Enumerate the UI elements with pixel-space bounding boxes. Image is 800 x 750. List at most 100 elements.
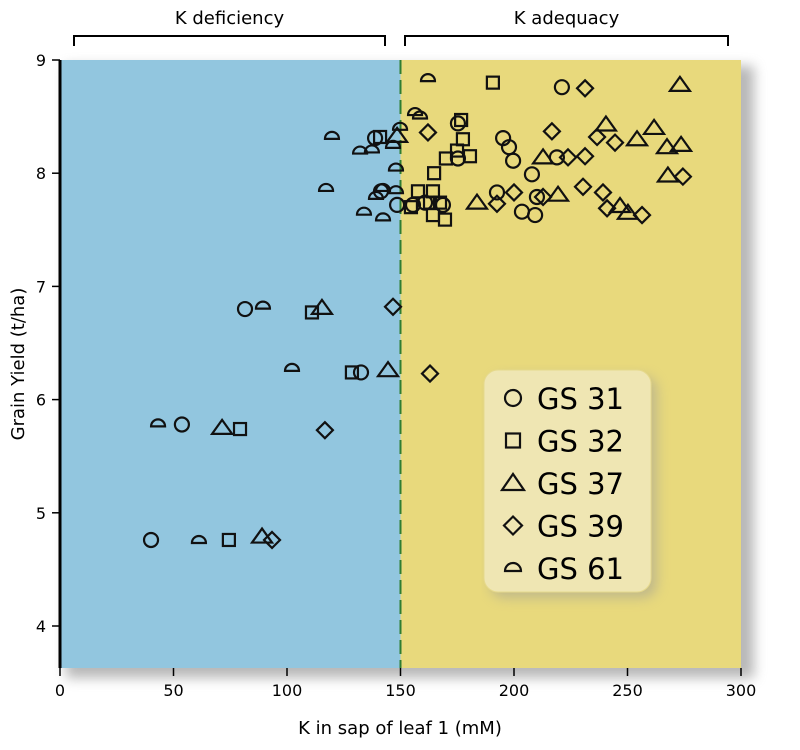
diamond-point: [575, 146, 595, 166]
half-circle-point: [387, 162, 405, 172]
half-circle-point: [367, 190, 385, 200]
legend-triangle-icon: [499, 472, 527, 492]
x-tick-label: 250: [612, 681, 643, 700]
diamond-point: [558, 147, 578, 167]
square-point: [304, 305, 320, 320]
square-point: [438, 151, 453, 166]
triangle-point: [667, 75, 693, 93]
region-label: K deficiency: [175, 8, 285, 29]
square-point: [485, 75, 500, 90]
legend-box: [483, 369, 652, 593]
deficiency-region: [60, 60, 401, 668]
diamond-point: [315, 420, 335, 440]
triangle-point: [545, 184, 571, 202]
diamond-point: [504, 182, 524, 202]
half-circle-point: [351, 145, 369, 155]
y-tick-label: 5: [36, 504, 46, 523]
y-axis-label: Grain Yield (t/ha): [8, 288, 29, 441]
half-circle-point: [374, 212, 392, 222]
diamond-point: [587, 127, 607, 147]
diamond-point: [593, 182, 613, 202]
circle-point: [553, 79, 570, 96]
diamond-point: [418, 122, 438, 143]
legend-label: GS 61: [537, 552, 624, 586]
triangle-point: [309, 298, 335, 316]
half-circle-point: [149, 418, 167, 428]
diamond-point: [533, 187, 553, 207]
y-tick-label: 9: [36, 51, 46, 70]
half-circle-point: [384, 139, 402, 149]
half-circle-point: [406, 106, 424, 117]
circle-point: [488, 184, 506, 201]
x-tick-label: 200: [499, 681, 530, 700]
half-circle-point: [254, 300, 272, 310]
diamond-point: [573, 177, 593, 197]
square-point: [372, 129, 388, 145]
diamond-point: [262, 530, 282, 550]
triangle-point: [624, 129, 650, 147]
triangle-point: [654, 137, 680, 155]
x-axis-label: K in sap of leaf 1 (mM): [298, 718, 502, 739]
square-point: [410, 184, 426, 199]
legend-label: GS 32: [537, 425, 624, 459]
y-tick-label: 8: [36, 164, 46, 183]
circle-point: [527, 206, 544, 224]
diamond-point: [575, 78, 595, 98]
half-circle-point: [190, 534, 208, 545]
region-bracket: [73, 35, 386, 46]
triangle-point: [593, 114, 619, 132]
square-point: [437, 212, 453, 227]
legend-circle-icon: [503, 388, 523, 408]
triangle-point: [375, 360, 401, 378]
x-tick-label: 100: [272, 681, 303, 700]
half-circle-point: [317, 182, 335, 193]
triangle-point: [641, 118, 667, 136]
circle-point: [142, 531, 160, 549]
half-circle-point: [387, 185, 405, 195]
diamond-point: [383, 297, 403, 317]
diamond-point: [673, 167, 693, 187]
circle-point: [504, 152, 522, 169]
y-tick-label: 7: [36, 277, 46, 296]
square-point: [344, 365, 360, 380]
triangle-point: [607, 196, 633, 214]
region-bracket: [404, 35, 729, 46]
diamond-point: [605, 133, 625, 153]
square-point: [462, 149, 478, 164]
circle-point: [528, 188, 546, 206]
diamond-point: [542, 121, 562, 141]
triangle-point: [209, 418, 235, 435]
diamond-point: [597, 198, 617, 218]
circle-point: [352, 364, 370, 381]
diamond-point: [632, 205, 652, 225]
triangle-point: [464, 192, 490, 210]
x-tick-label: 150: [385, 681, 416, 700]
y-tick-label: 4: [36, 617, 46, 636]
legend-square-icon: [504, 432, 522, 449]
square-point: [403, 200, 419, 215]
circle-point: [523, 166, 541, 183]
x-tick-label: 0: [55, 681, 65, 700]
region-label: K adequacy: [514, 8, 620, 29]
square-point: [426, 166, 442, 181]
x-tick-label: 300: [726, 681, 757, 700]
diamond-point: [487, 194, 507, 214]
circle-point: [449, 115, 467, 132]
half-circle-point: [323, 130, 341, 140]
legend-diamond-icon: [502, 514, 524, 537]
half-circle-point: [411, 110, 429, 120]
x-tick-label: 50: [163, 681, 183, 700]
circle-point: [236, 300, 254, 318]
triangle-point: [530, 147, 556, 165]
legend-label: GS 37: [537, 467, 624, 501]
half-circle-point: [355, 206, 373, 216]
triangle-point: [615, 202, 641, 220]
half-circle-point: [391, 121, 409, 131]
legend-label: GS 39: [537, 510, 624, 544]
triangle-point: [668, 135, 694, 152]
square-point: [232, 421, 248, 437]
diamond-point: [420, 364, 440, 384]
half-circle-point: [283, 362, 301, 373]
